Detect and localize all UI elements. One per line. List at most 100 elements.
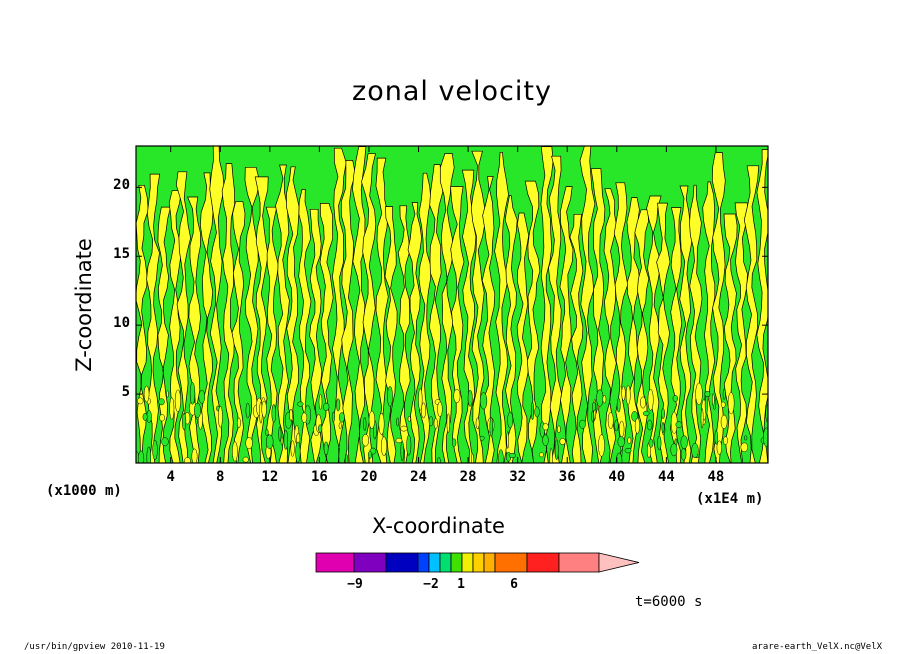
surface-eddy [367,451,372,459]
surface-eddy [714,429,718,445]
positive-velocity-plume [397,205,411,463]
surface-eddy [542,434,549,447]
surface-eddy [704,394,708,415]
colorbar-swatch [558,552,600,573]
surface-eddy [720,401,726,408]
surface-eddy [428,416,434,427]
footer-file: arare-earth_VelX.nc@VelX [752,642,883,652]
surface-eddy [344,454,349,463]
surface-eddy [232,441,238,462]
surface-eddy [712,393,715,406]
surface-eddy [271,404,277,423]
surface-eddy [169,397,175,420]
y-axis-label: Z-coordinate [72,238,96,372]
positive-velocity-plume [429,164,444,463]
positive-velocity-plume [470,150,486,463]
surface-eddy [744,435,748,441]
surface-eddy [406,434,412,456]
surface-eddy [297,401,304,407]
positive-velocity-plume [743,165,760,463]
surface-eddy [318,424,323,433]
surface-eddy [700,408,704,429]
positive-velocity-plume [146,173,161,463]
positive-velocity-plume [603,188,618,463]
surface-eddy [380,436,388,456]
surface-eddy [467,389,473,407]
y-tick-label: 5 [121,384,130,401]
surface-eddy [336,398,341,412]
surface-eddy [395,437,403,444]
surface-eddy [661,421,665,434]
y-tick-label: 20 [113,177,130,194]
colorbar-swatch [439,552,452,573]
x-tick-label: 24 [410,469,427,485]
surface-eddy [634,417,640,434]
positive-velocity-plume [384,206,398,463]
positive-velocity-plume [634,209,650,463]
positive-velocity-plume [175,171,191,463]
positive-velocity-plume [332,147,347,463]
positive-velocity-plume [450,186,465,463]
surface-eddy [158,398,165,406]
positive-velocity-plume [221,163,235,463]
positive-velocity-plume [540,146,554,463]
surface-eddy [446,413,450,433]
positive-velocity-plume [298,189,312,463]
positive-velocity-plume [275,164,290,463]
surface-eddy [174,389,181,412]
surface-eddy [507,411,514,429]
surface-eddy [143,385,150,403]
surface-eddy [643,410,650,417]
surface-eddy [437,401,443,417]
x-axis-label: X-coordinate [372,514,505,538]
surface-eddy [675,421,683,429]
surface-eddy [672,395,678,402]
colorbar-swatch [461,552,474,573]
positive-velocity-plume [309,208,323,463]
chart-title: zonal velocity [352,76,552,107]
surface-eddy [539,452,544,458]
x-tick-label: 32 [509,469,527,485]
surface-eddy [152,439,158,461]
positive-velocity-plume [231,201,246,463]
positive-velocity-plume [136,184,149,463]
colorbar-swatch [315,552,355,573]
surface-eddy [723,436,728,445]
surface-eddy [195,418,198,425]
colorbar-swatch [385,552,419,573]
surface-eddy [245,436,253,450]
surface-eddy [530,401,535,421]
positive-velocity-plume [679,185,693,463]
surface-eddy [184,457,191,463]
surface-eddy [661,408,665,419]
surface-eddy [691,442,699,459]
surface-eddy [647,388,654,411]
surface-eddy [479,435,485,441]
surface-eddy [722,388,726,400]
surface-eddy [242,456,249,463]
positive-velocity-plume [524,180,541,463]
surface-eddy [323,441,329,456]
surface-eddy [720,414,728,430]
surface-eddy [559,438,566,445]
surface-eddy [616,397,621,413]
x-tick-label: 48 [707,469,725,485]
velocity-field [136,146,768,463]
surface-eddy [619,420,625,438]
surface-eddy [557,425,561,434]
surface-eddy [290,440,295,457]
surface-eddy [146,446,152,463]
axis-ticks [136,146,768,463]
colorbar-swatch [526,552,560,573]
positive-velocity-plume [504,195,518,463]
colorbar-swatch [450,552,463,573]
surface-eddy [647,419,653,431]
positive-velocity-plume [418,172,432,463]
surface-eddy [704,390,711,398]
positive-velocity-plume [244,166,260,463]
time-label: t=6000 s [635,594,703,610]
surface-eddy [471,453,474,463]
surface-eddy [331,411,335,423]
surface-eddy [159,414,165,422]
surface-eddy [198,389,206,404]
